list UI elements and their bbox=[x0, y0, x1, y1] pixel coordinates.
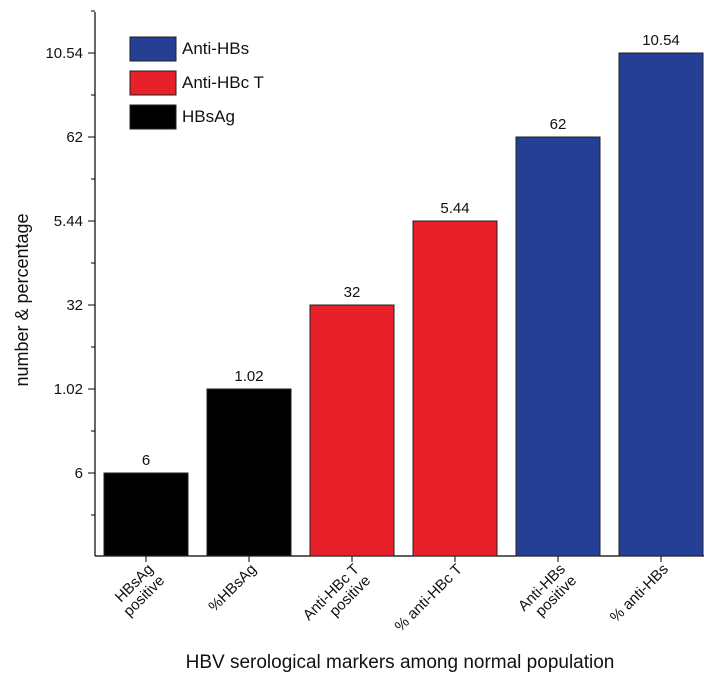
value-label: 5.44 bbox=[440, 200, 469, 217]
y-tick-label: 5.44 bbox=[54, 213, 83, 230]
x-tick-label: % anti-HBc T bbox=[392, 561, 466, 635]
y-tick-label: 62 bbox=[66, 129, 83, 146]
legend-swatch bbox=[129, 70, 177, 96]
x-tick-label: Anti-HBspositive bbox=[515, 561, 580, 626]
value-label: 62 bbox=[550, 116, 567, 133]
x-tick-label: % anti-HBs bbox=[607, 561, 672, 626]
value-label: 1.02 bbox=[234, 368, 263, 385]
legend-label: Anti-HBs bbox=[182, 39, 249, 58]
legend-label: Anti-HBc T bbox=[182, 73, 264, 92]
y-tick-label: 1.02 bbox=[54, 381, 83, 398]
x-tick-label: %HBsAg bbox=[205, 561, 259, 615]
x-axis-title: HBV serological markers among normal pop… bbox=[186, 652, 615, 673]
x-tick-label: HBsAgpositive bbox=[109, 561, 168, 620]
bar bbox=[103, 472, 189, 557]
bar bbox=[618, 52, 704, 557]
x-tick-label: Anti-HBc Tpositive bbox=[300, 561, 374, 635]
bar bbox=[412, 220, 498, 557]
y-tick-label: 32 bbox=[66, 297, 83, 314]
y-tick-label: 10.54 bbox=[45, 45, 83, 62]
legend-swatch bbox=[129, 36, 177, 62]
bar bbox=[309, 304, 395, 557]
bar bbox=[206, 388, 292, 557]
bar bbox=[515, 136, 601, 557]
value-label: 32 bbox=[344, 284, 361, 301]
y-tick-label: 6 bbox=[75, 465, 83, 482]
legend-label: HBsAg bbox=[182, 107, 235, 126]
y-axis-title: number & percentage bbox=[12, 213, 32, 386]
value-label: 10.54 bbox=[642, 32, 680, 49]
value-label: 6 bbox=[142, 452, 150, 469]
legend-swatch bbox=[129, 104, 177, 130]
